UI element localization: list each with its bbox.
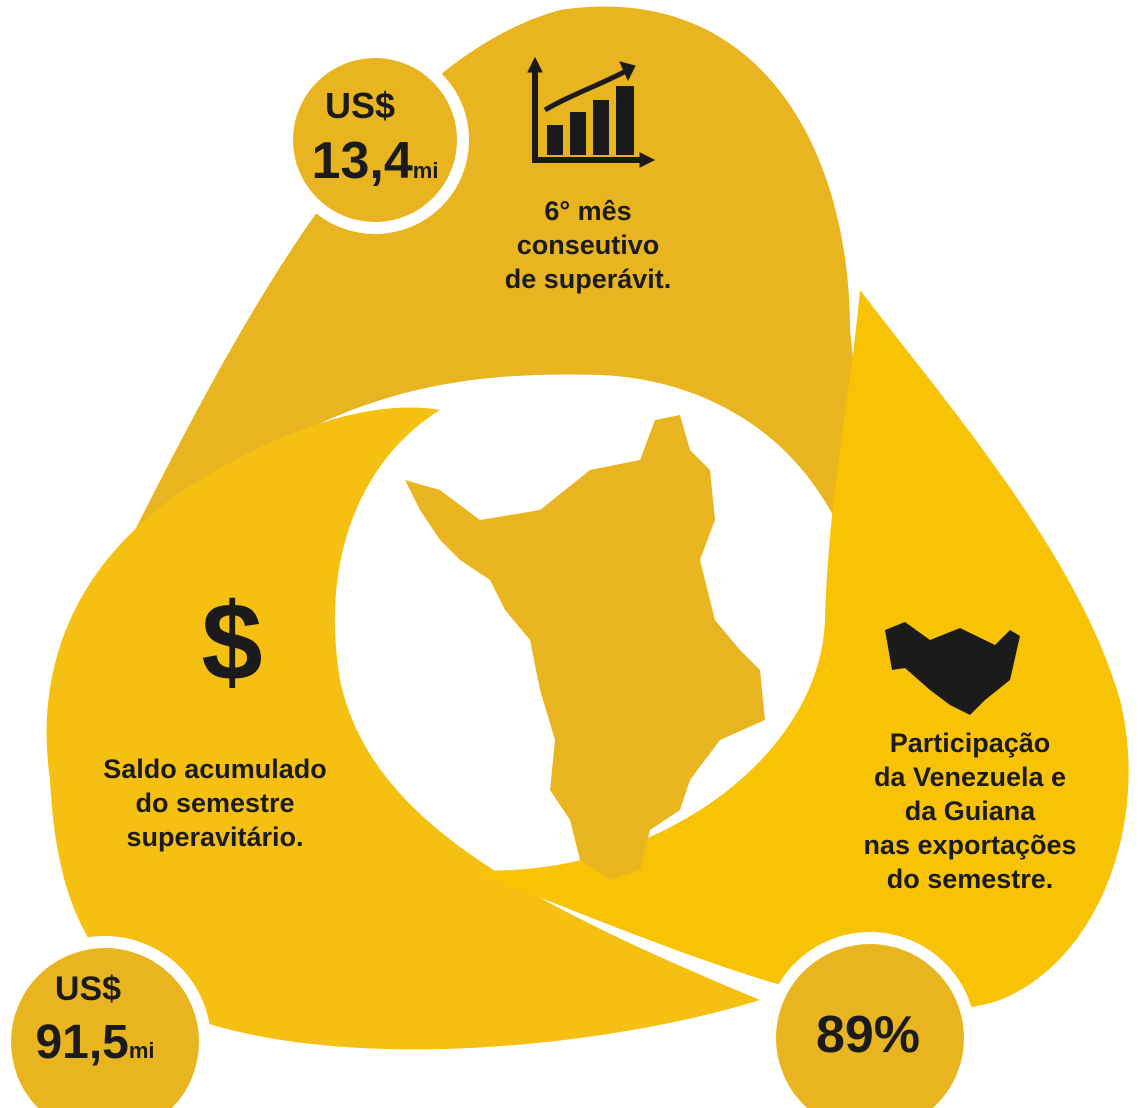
caption-line: Saldo acumulado bbox=[103, 754, 327, 784]
caption-line: superavitário. bbox=[126, 822, 303, 852]
dollar-icon: $ bbox=[201, 581, 262, 704]
handshake-icon bbox=[885, 622, 1020, 715]
caption-line: 6° mês bbox=[544, 196, 631, 226]
amount: 91,5 bbox=[35, 1016, 128, 1069]
left-petal bbox=[46, 407, 761, 1050]
badge-right bbox=[764, 932, 976, 1108]
caption-line: da Venezuela e bbox=[874, 762, 1066, 792]
map bbox=[405, 415, 765, 880]
unit: mi bbox=[129, 1038, 155, 1063]
caption-line: do semestre bbox=[135, 788, 294, 818]
badge-currency: US$ bbox=[325, 85, 395, 126]
captions: 6° mês conseutivo de superávit. Saldo acumu… bbox=[103, 196, 1076, 894]
caption-line: conseutivo bbox=[517, 230, 660, 260]
caption-line: do semestre. bbox=[887, 864, 1054, 894]
unit: mi bbox=[413, 158, 439, 183]
caption-line: Participação bbox=[890, 728, 1051, 758]
badges bbox=[0, 46, 976, 1108]
badge-amount: 13,4mi bbox=[312, 132, 439, 190]
amount: 13,4 bbox=[312, 132, 413, 190]
badge-top bbox=[281, 46, 469, 234]
caption-line: da Guiana bbox=[905, 796, 1037, 826]
badge-amount: 91,5mi bbox=[35, 1016, 154, 1069]
badge-amount: 89% bbox=[816, 1006, 920, 1064]
caption-line: nas exportações bbox=[863, 830, 1076, 860]
right-petal bbox=[470, 290, 1129, 1011]
badge-left bbox=[0, 936, 211, 1108]
badge-currency: US$ bbox=[55, 970, 121, 1008]
chart-icon bbox=[527, 56, 656, 168]
caption-line: de superávit. bbox=[505, 264, 672, 294]
